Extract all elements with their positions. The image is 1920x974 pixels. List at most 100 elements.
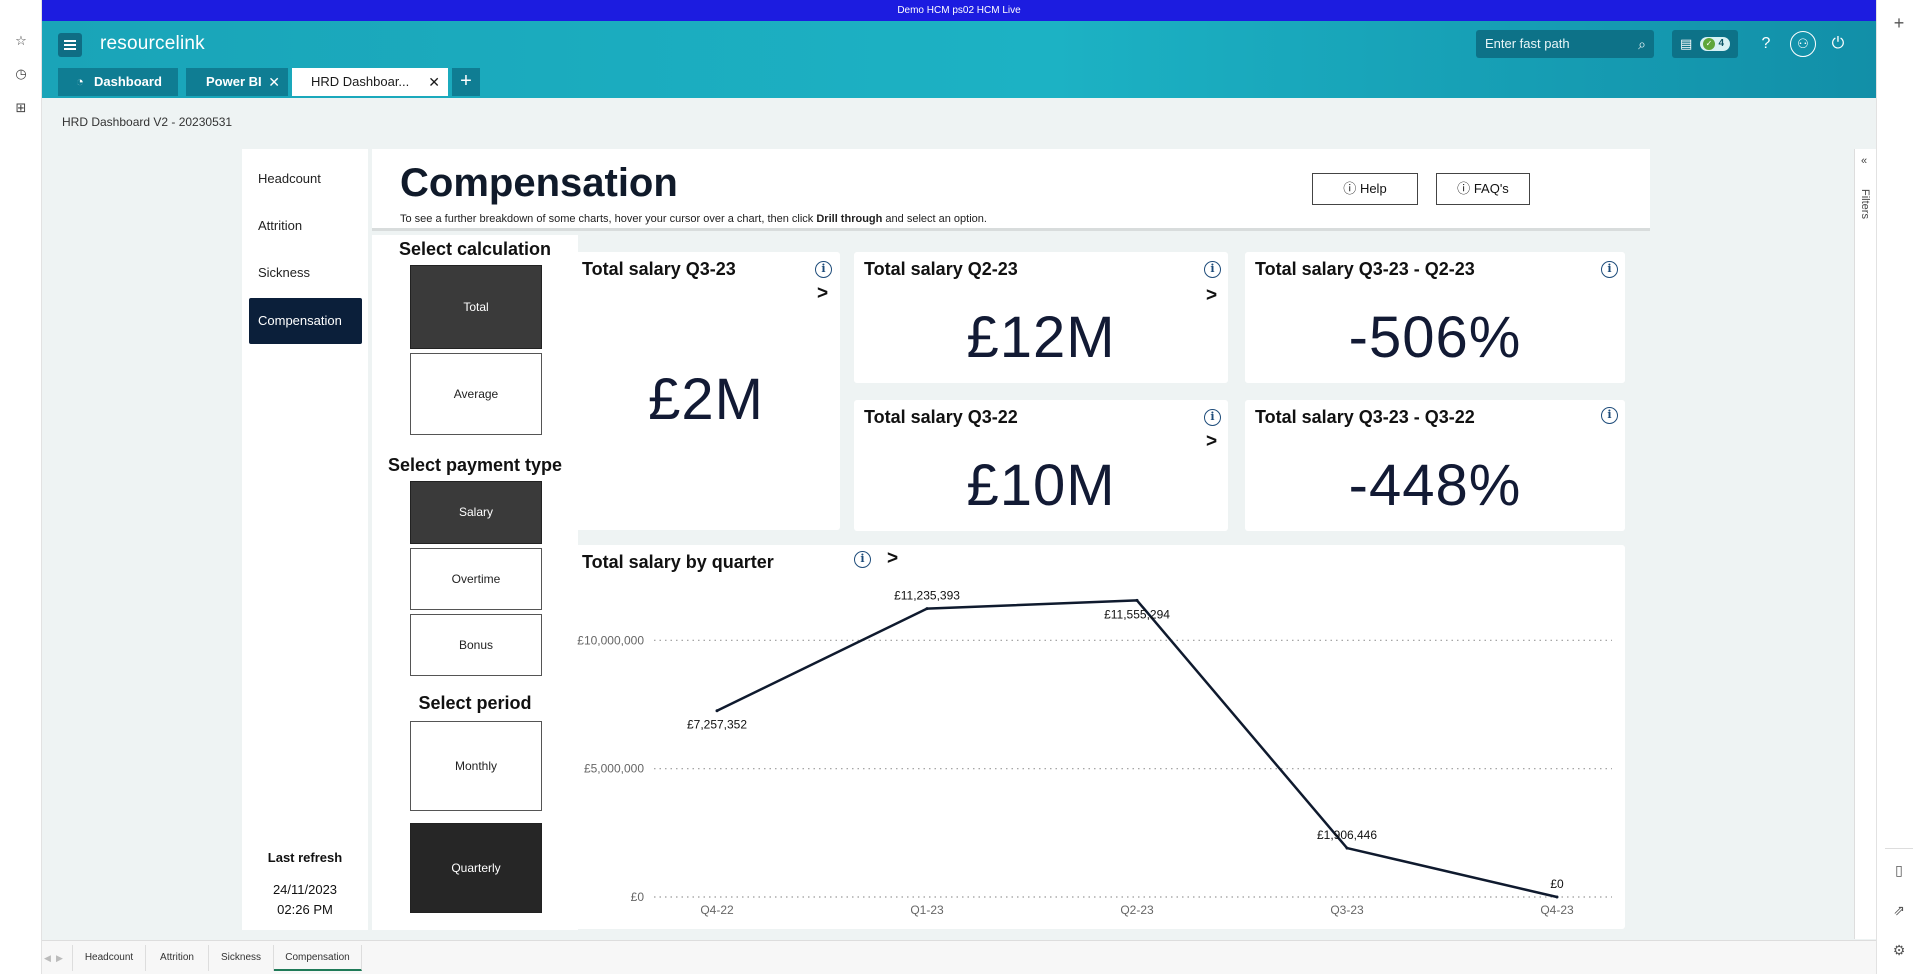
help-button[interactable]: ⓘ Help — [1312, 173, 1418, 205]
dashboard-gauge-icon: ◔ — [76, 74, 84, 89]
page-header: Compensation To see a further breakdown … — [372, 149, 1650, 231]
browser-right-rail: + ▯ ⇗ ⚙ — [1876, 0, 1920, 974]
add-plus-icon[interactable]: + — [1893, 13, 1905, 33]
notifications-button[interactable]: ▤ ✓ 4 — [1672, 30, 1738, 58]
kpi-card-total-salary-q3-22[interactable]: Total salary Q3-22 i > £10M — [854, 400, 1228, 531]
calc-option-total[interactable]: Total — [410, 265, 542, 349]
app-window: Demo HCM ps02 HCM Live resourcelink ◔ Da… — [42, 0, 1876, 974]
kpi-value: £12M — [966, 305, 1116, 370]
tab-dashboard[interactable]: ◔ Dashboard — [58, 68, 178, 96]
tab-scroll-left-icon[interactable]: ◀ — [44, 953, 51, 963]
nav-item-compensation[interactable]: Compensation — [249, 298, 362, 344]
favorites-star-icon[interactable]: ☆ — [15, 33, 27, 48]
power-logout-icon[interactable]: ⏻ — [1831, 35, 1845, 52]
report-main-panel: Compensation To see a further breakdown … — [372, 149, 1650, 930]
y-tick-label: £5,000,000 — [584, 762, 644, 776]
report-page-tabs: ◀ ▶ Headcount Attrition Sickness Compens… — [42, 940, 1876, 974]
kpi-card-title: Total salary Q3-23 — [582, 259, 736, 279]
last-refresh-time: 02:26 PM — [277, 902, 333, 917]
tab-power-bi[interactable]: Power BI ✕ — [186, 68, 288, 96]
nav-item-sickness[interactable]: Sickness — [258, 265, 311, 280]
kpi-value: £2M — [648, 367, 764, 432]
drill-through-arrow-icon[interactable]: > — [887, 548, 899, 569]
kpi-card-change-q3-23-q3-22[interactable]: Total salary Q3-23 - Q3-22 i -448% — [1245, 400, 1625, 531]
kpi-value: -506% — [1348, 305, 1522, 370]
kpi-card-title: Total salary Q3-23 - Q3-22 — [1255, 407, 1475, 427]
search-icon[interactable]: ⌕ — [1638, 36, 1646, 52]
help-question-icon[interactable]: ? — [1761, 35, 1771, 52]
settings-gear-icon[interactable]: ⚙ — [1892, 942, 1906, 958]
kpi-card-total-salary-q3-23[interactable]: Total salary Q3-23 i > £2M — [572, 252, 840, 530]
period-option-quarterly[interactable]: Quarterly — [410, 823, 542, 913]
data-point — [1135, 598, 1139, 602]
info-circle-icon: ⓘ — [1457, 181, 1471, 196]
x-tick-label: Q4-22 — [700, 903, 734, 917]
user-profile-icon[interactable]: ⚇ — [1790, 31, 1816, 57]
payment-option-bonus[interactable]: Bonus — [410, 614, 542, 676]
y-tick-label: £0 — [631, 890, 645, 904]
history-clock-icon[interactable]: ◷ — [15, 66, 27, 81]
fast-path-input[interactable]: Enter fast path ⌕ — [1476, 30, 1654, 58]
report-nav-panel: Headcount Attrition Sickness Compensatio… — [242, 149, 368, 930]
kpi-card-change-q3-23-q2-23[interactable]: Total salary Q3-23 - Q2-23 i -506% — [1245, 252, 1625, 383]
info-icon[interactable]: i — [815, 261, 832, 278]
x-tick-label: Q2-23 — [1120, 903, 1154, 917]
page-tab-headcount[interactable]: Headcount — [72, 945, 146, 971]
notification-count: 4 — [1718, 38, 1724, 49]
period-option-monthly[interactable]: Monthly — [410, 721, 542, 811]
info-icon[interactable]: i — [1601, 261, 1618, 278]
report-breadcrumb: HRD Dashboard V2 - 20230531 — [62, 115, 233, 129]
kpi-value: -448% — [1348, 453, 1522, 518]
page-tab-sickness[interactable]: Sickness — [209, 945, 274, 971]
payment-type-slicer-title: Select payment type — [387, 455, 563, 475]
page-subtitle: To see a further breakdown of some chart… — [400, 213, 987, 225]
payment-option-overtime[interactable]: Overtime — [410, 548, 542, 610]
hamburger-menu-icon[interactable] — [58, 33, 82, 57]
info-icon[interactable]: i — [1204, 261, 1221, 278]
drill-through-arrow-icon[interactable]: > — [817, 283, 829, 304]
payment-option-salary[interactable]: Salary — [410, 481, 542, 544]
kpi-card-title: Total salary Q3-22 — [864, 407, 1018, 427]
close-tab-icon[interactable]: ✕ — [428, 74, 440, 90]
close-tab-icon[interactable]: ✕ — [268, 74, 280, 90]
tab-scroll-right-icon[interactable]: ▶ — [56, 953, 63, 963]
nav-item-headcount[interactable]: Headcount — [258, 171, 321, 186]
database-icon: ▤ — [1680, 36, 1693, 51]
info-icon[interactable]: i — [1601, 407, 1618, 424]
sidebar-toggle-icon[interactable]: ▯ — [1895, 862, 1903, 878]
data-point — [925, 607, 929, 611]
drill-through-arrow-icon[interactable]: > — [1206, 431, 1218, 452]
calc-option-average[interactable]: Average — [410, 353, 542, 435]
data-label: £11,235,393 — [894, 589, 960, 603]
new-tab-plus-icon[interactable]: + — [452, 68, 480, 96]
page-tab-compensation[interactable]: Compensation — [274, 945, 362, 971]
tab-label: HRD Dashboar... — [311, 74, 410, 89]
tab-label: Power BI — [206, 74, 262, 89]
kpi-card-total-salary-q2-23[interactable]: Total salary Q2-23 i > £12M — [854, 252, 1228, 383]
line-chart-card[interactable]: Total salary by quarter i > £0 £5,000,000… — [572, 545, 1625, 929]
x-tick-label: Q1-23 — [910, 903, 944, 917]
data-label: £7,257,352 — [687, 718, 747, 732]
collapse-chevron-icon[interactable]: « — [1861, 155, 1868, 167]
page-title: Compensation — [400, 161, 678, 205]
sitemap-icon[interactable]: ⊞ — [15, 100, 27, 115]
page-tab-attrition[interactable]: Attrition — [146, 945, 209, 971]
info-icon[interactable]: i — [854, 551, 871, 568]
data-point — [715, 709, 719, 713]
drill-through-arrow-icon[interactable]: > — [1206, 285, 1218, 306]
faq-button[interactable]: ⓘ FAQ's — [1436, 173, 1530, 205]
tab-hrd-dashboard[interactable]: HRD Dashboar... ✕ — [292, 68, 448, 96]
nav-item-attrition[interactable]: Attrition — [258, 218, 303, 233]
open-external-icon[interactable]: ⇗ — [1893, 902, 1905, 918]
filters-label: Filters — [1859, 189, 1871, 219]
info-icon[interactable]: i — [1204, 409, 1221, 426]
data-point — [1555, 895, 1559, 899]
rail-divider — [1885, 848, 1913, 849]
browser-left-rail: ☆ ◷ ⊞ — [0, 0, 42, 974]
app-header: resourcelink ◔ Dashboard Power BI ✕ HRD … — [42, 21, 1876, 98]
data-label: £11,555,294 — [1104, 607, 1170, 621]
help-circle-icon: ⓘ — [1343, 181, 1357, 196]
tab-label: Dashboard — [94, 74, 162, 89]
kpi-card-title: Total salary Q2-23 — [864, 259, 1018, 279]
filters-pane[interactable]: « Filters — [1854, 149, 1876, 939]
